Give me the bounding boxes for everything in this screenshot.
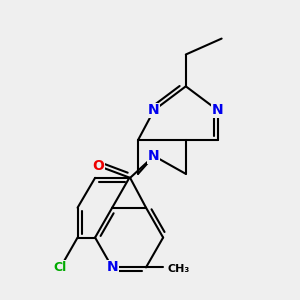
Text: N: N — [212, 103, 224, 117]
Text: CH₃: CH₃ — [168, 264, 190, 274]
Text: Cl: Cl — [54, 261, 67, 274]
Text: N: N — [148, 103, 160, 117]
Text: O: O — [92, 159, 104, 173]
Text: N: N — [106, 260, 118, 274]
Text: N: N — [148, 149, 160, 163]
